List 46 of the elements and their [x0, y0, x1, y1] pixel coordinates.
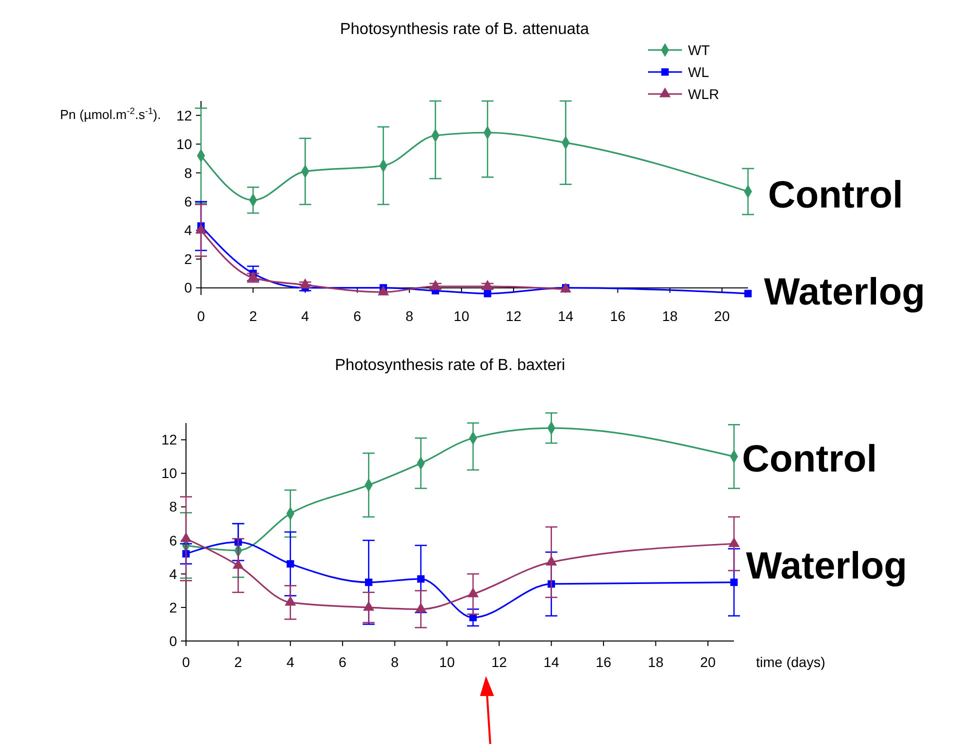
x-tick-label: 0: [197, 308, 206, 324]
x-tick-label: 4: [286, 654, 294, 670]
x-tick-label: 10: [439, 654, 455, 670]
y-tick-label: 10: [161, 465, 178, 482]
x-tick-label: 12: [506, 308, 522, 324]
y-tick-label: 8: [184, 164, 192, 181]
x-tick-label: 2: [234, 654, 242, 670]
y-tick-label: 10: [176, 136, 192, 152]
y-axis-title: Pn (µmol.m$^{-2}$.s$^{-1}$).: [60, 106, 161, 122]
x-tick-label: 16: [610, 308, 626, 324]
y-tick-label: 4: [184, 222, 192, 238]
chart-title: Photosynthesis rate of B. baxteri: [334, 357, 566, 374]
y-tick-label: 8: [169, 498, 178, 515]
legend-label: WLR: [688, 86, 720, 102]
x-tick-label: 10: [454, 308, 470, 324]
x-axis-title: time (days): [756, 654, 826, 670]
text: Waterlog: [764, 271, 926, 314]
x-tick-label: 20: [714, 308, 730, 324]
x-tick-label: 6: [338, 654, 347, 670]
legend-label: WT: [688, 42, 710, 58]
y-tick-label: 6: [184, 193, 192, 210]
x-tick-label: 6: [353, 308, 362, 324]
x-tick-label: 14: [558, 308, 574, 324]
x-tick-label: 20: [700, 654, 716, 670]
y-tick-label: 12: [161, 432, 178, 448]
y-tick-label: 4: [169, 566, 178, 582]
x-tick-label: 18: [648, 654, 664, 670]
x-tick-label: 18: [662, 308, 678, 324]
legend-label: WL: [688, 64, 710, 80]
text: Control: [768, 174, 904, 216]
y-tick-label: 2: [169, 599, 178, 616]
x-tick-label: 16: [596, 654, 612, 670]
x-tick-label: 2: [249, 308, 258, 324]
y-tick-label: 0: [184, 280, 192, 296]
x-tick-label: 12: [491, 654, 508, 670]
x-tick-label: 4: [301, 308, 310, 324]
y-tick-label: 6: [169, 532, 178, 548]
y-tick-label: 0: [169, 632, 178, 649]
x-tick-label: 8: [405, 308, 414, 324]
x-tick-label: 8: [390, 654, 399, 670]
chart-title: Photosynthesis rate of B. attenuata: [340, 21, 590, 38]
y-tick-label: 12: [176, 107, 192, 124]
x-tick-label: 14: [544, 654, 560, 670]
text: Waterlog: [746, 545, 908, 588]
y-tick-label: 2: [184, 250, 192, 267]
text: Control: [742, 438, 878, 480]
